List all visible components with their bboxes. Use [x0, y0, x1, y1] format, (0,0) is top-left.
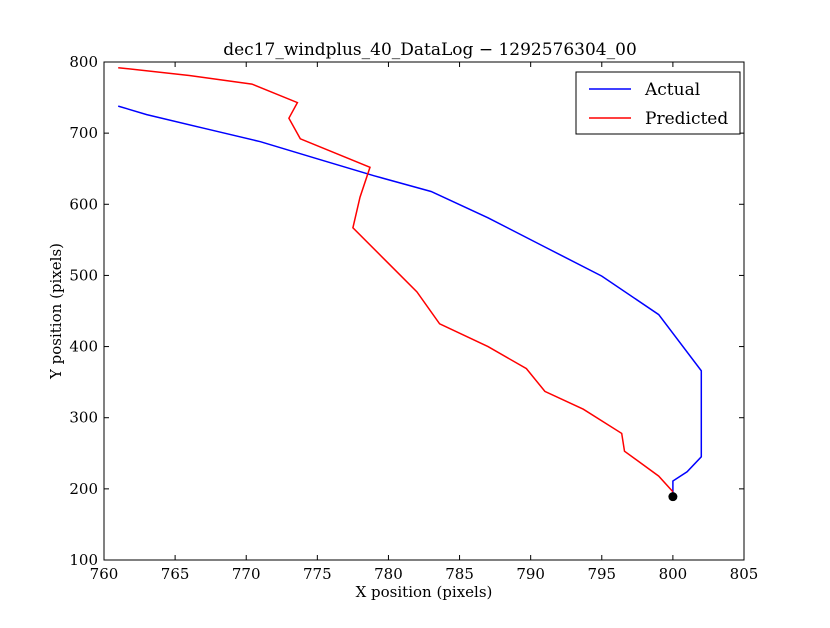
x-axis-label: X position (pixels): [356, 583, 493, 601]
x-tick-label: 765: [161, 565, 190, 583]
legend: Actual Predicted: [575, 71, 741, 135]
x-tick-label: 790: [516, 565, 545, 583]
x-tick-label: 780: [374, 565, 403, 583]
x-tick-label: 805: [730, 565, 759, 583]
end-point-marker: [668, 492, 678, 502]
y-tick-label: 500: [69, 266, 98, 284]
x-tick-label: 795: [587, 565, 616, 583]
y-axis-label: Y position (pixels): [47, 243, 65, 380]
legend-label-actual: Actual: [644, 80, 700, 100]
series-line-predicted: [118, 66, 674, 493]
y-axis-ticks: 100 200 300 400 500 600 700 800: [69, 53, 744, 569]
x-tick-label: 775: [303, 565, 332, 583]
series-layer: [117, 66, 703, 496]
plot-frame: [103, 61, 745, 561]
x-tick-label: 800: [659, 565, 688, 583]
legend-frame: [575, 71, 741, 135]
x-tick-label: 760: [90, 565, 119, 583]
x-tick-label: 785: [445, 565, 474, 583]
y-tick-label: 300: [69, 409, 98, 427]
x-axis-ticks: 760 765 770 775 780 785 790 795 800 805: [90, 62, 759, 583]
series-line-actual: [117, 105, 703, 496]
x-tick-label: 770: [232, 565, 261, 583]
marker-layer: [668, 492, 678, 502]
y-tick-label: 700: [69, 124, 98, 142]
y-tick-label: 800: [69, 53, 98, 71]
y-tick-label: 600: [69, 195, 98, 213]
y-tick-label: 100: [69, 551, 98, 569]
y-tick-label: 200: [69, 480, 98, 498]
legend-label-predicted: Predicted: [645, 109, 728, 129]
y-tick-label: 400: [69, 338, 98, 356]
chart-title: dec17_windplus_40_DataLog − 1292576304_0…: [223, 40, 637, 60]
